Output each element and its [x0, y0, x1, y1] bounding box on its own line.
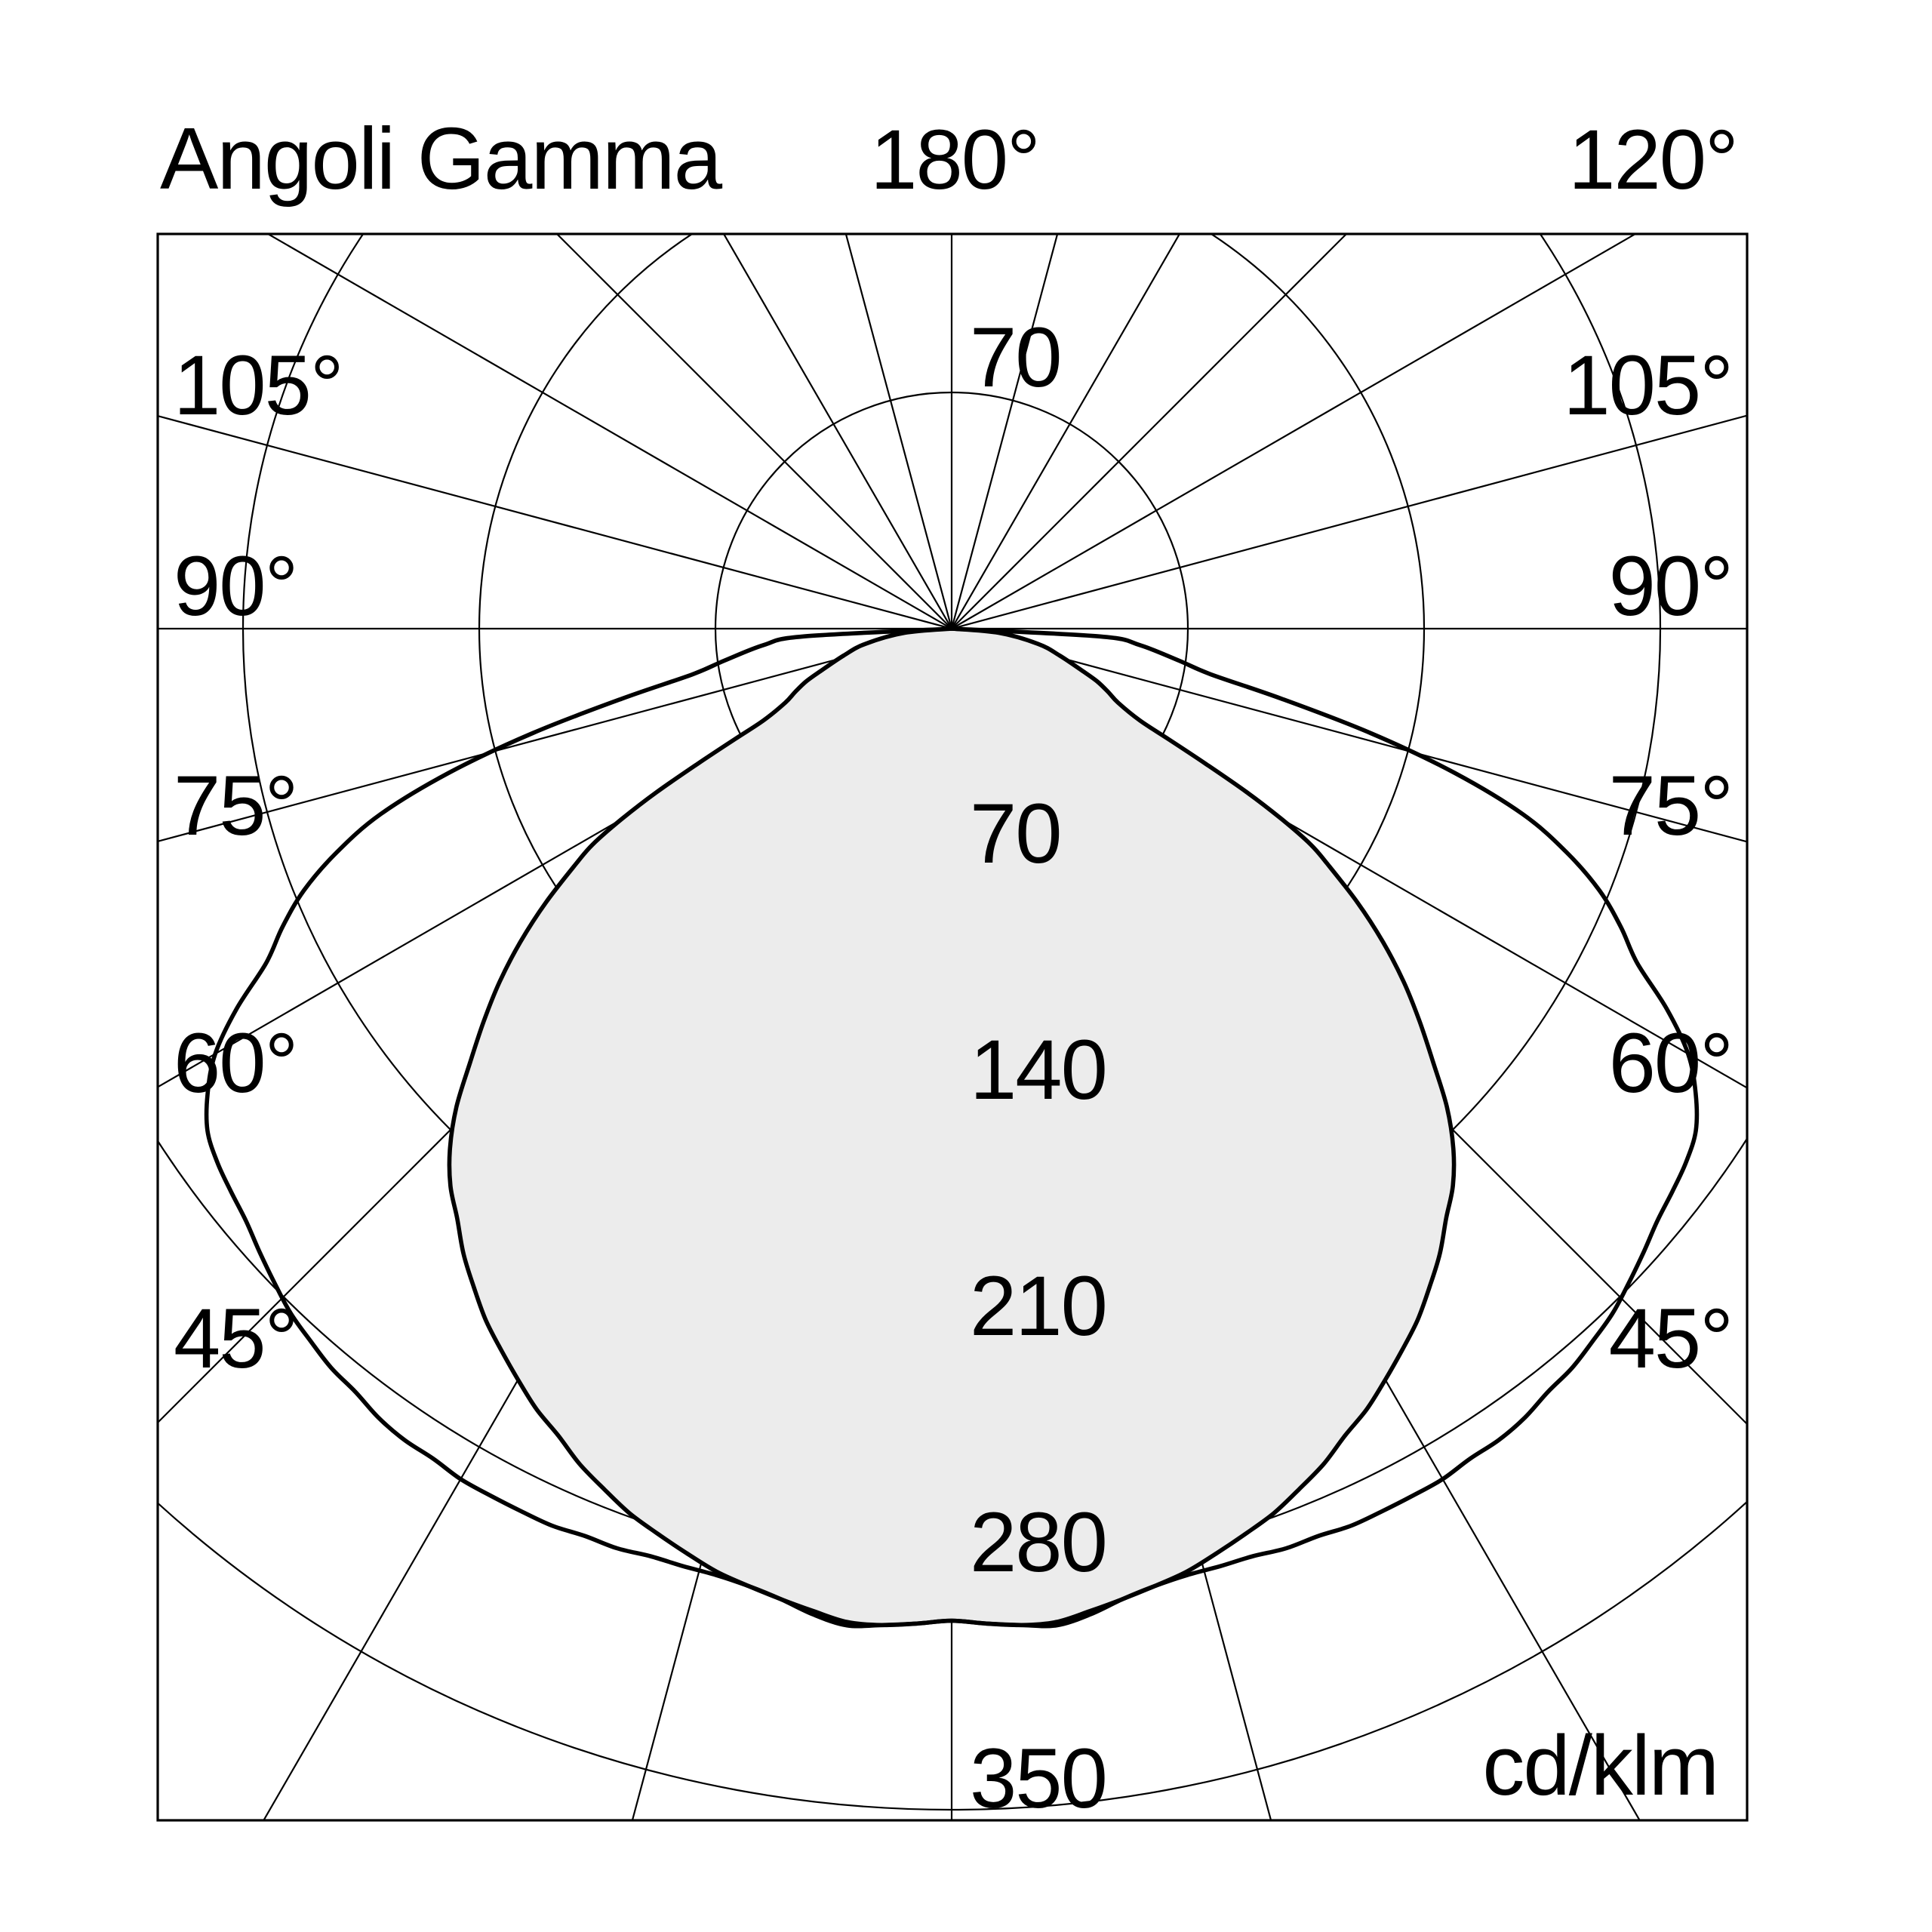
filled-plane-curve: [447, 626, 1457, 1628]
radial-label-lower-280: 280: [970, 1495, 1106, 1589]
unit-label: cd/klm: [1482, 1718, 1718, 1813]
angle-label-right-60: 60°: [1609, 1016, 1732, 1110]
radial-label-lower-140: 140: [970, 1023, 1106, 1117]
radial-label-lower-210: 210: [970, 1259, 1106, 1353]
radial-label-lower-70: 70: [970, 786, 1061, 881]
angle-label-left-45: 45°: [174, 1291, 297, 1386]
chart-title: Angoli Gamma: [160, 109, 723, 208]
intensity-curves: [204, 626, 1700, 1629]
generated-labels: 105° 105° 90° 90° 75° 75° 60° 60° 45° 45° 70 70 140 2…: [174, 310, 1734, 1826]
labels-layer: Angoli Gamma 180° 120° cd/klm 105° 105° 90…: [160, 109, 1739, 1826]
axis-label-120: 120°: [1568, 112, 1737, 207]
outline-plane-curve: [204, 626, 1700, 1629]
angle-label-right-75: 75°: [1609, 758, 1732, 853]
radial-label-upper-70: 70: [970, 310, 1061, 405]
angle-label-left-90: 90°: [174, 539, 297, 633]
angle-label-left-60: 60°: [174, 1016, 297, 1110]
radial-label-lower-350: 350: [970, 1731, 1106, 1826]
angle-label-left-105: 105°: [174, 338, 343, 432]
angle-label-left-75: 75°: [174, 758, 297, 853]
angle-label-right-90: 90°: [1609, 539, 1732, 633]
angle-label-right-105: 105°: [1563, 338, 1732, 432]
axis-label-180: 180°: [870, 112, 1039, 207]
angle-label-right-45: 45°: [1609, 1291, 1732, 1386]
plot-border: [156, 232, 1749, 1822]
